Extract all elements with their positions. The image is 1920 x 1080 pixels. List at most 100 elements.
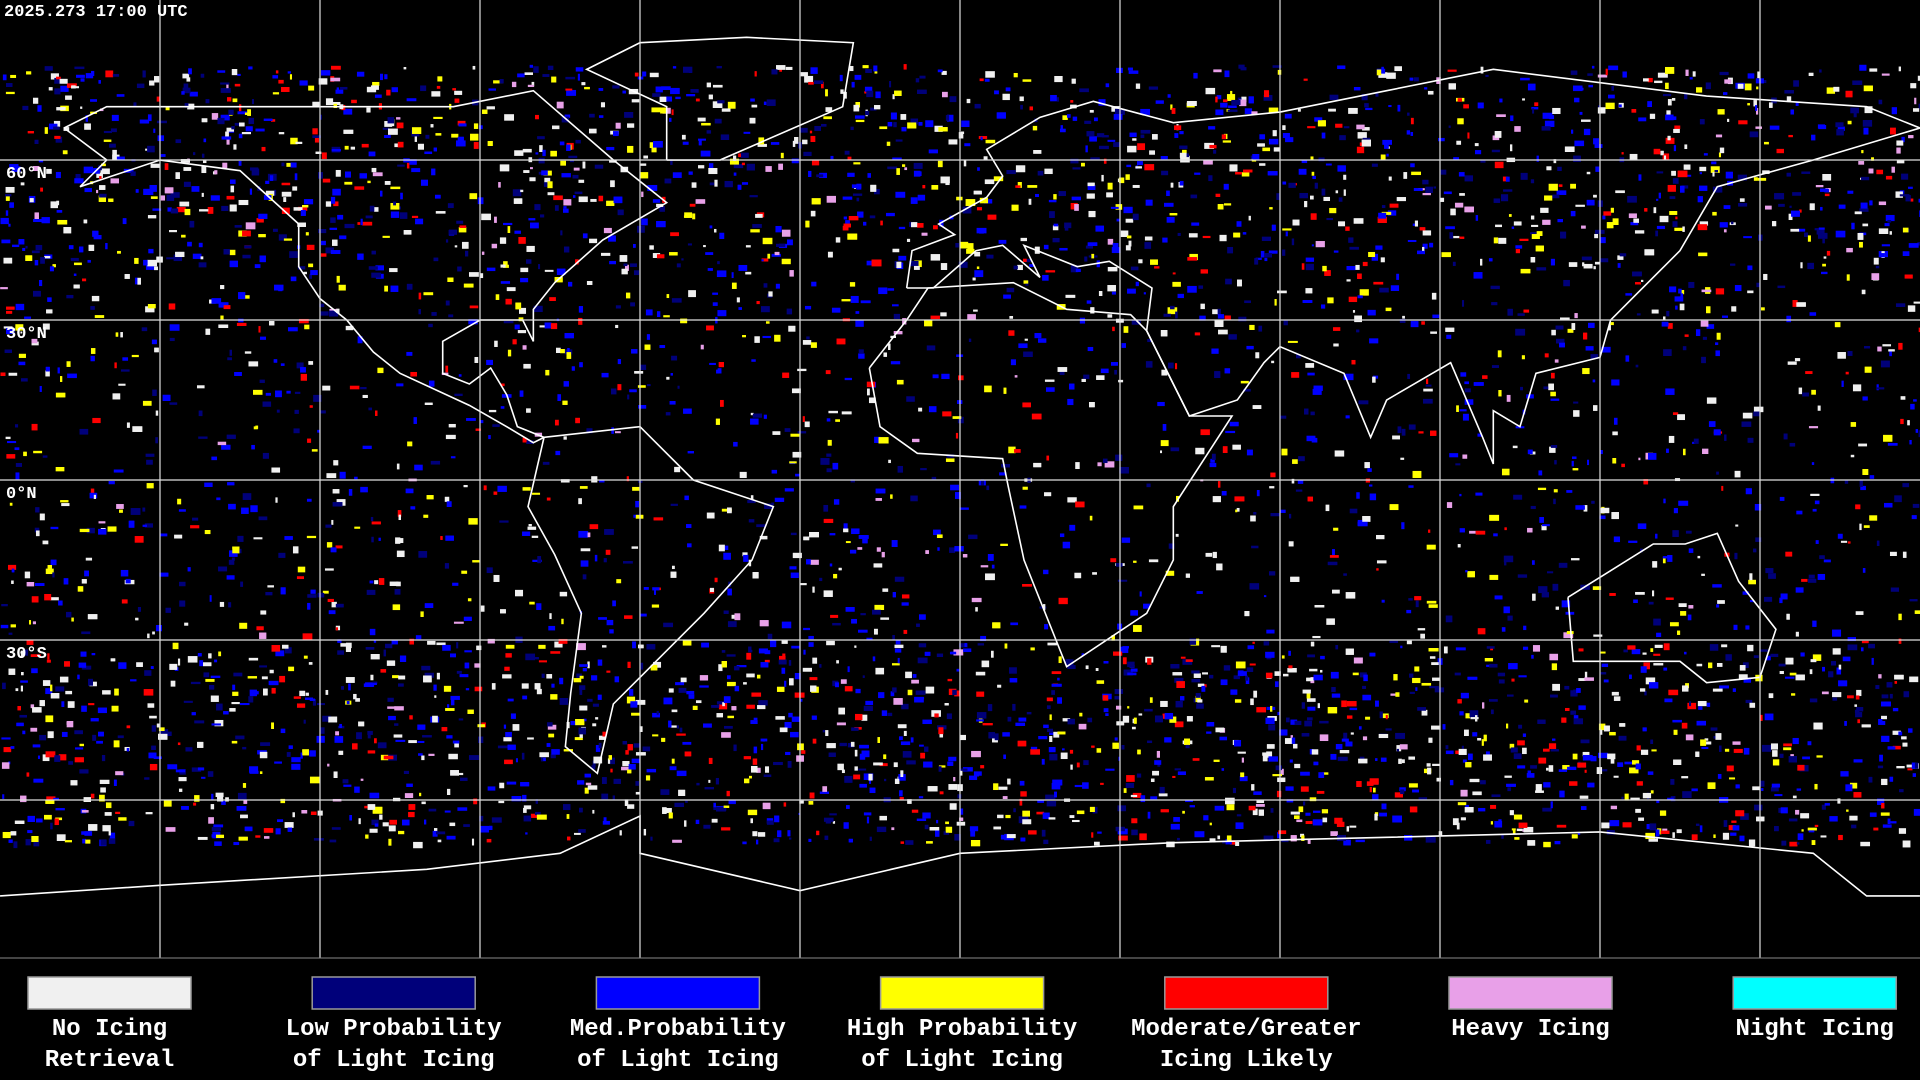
icing-cell — [1328, 108, 1336, 112]
icing-cell — [1494, 595, 1503, 600]
icing-cell — [59, 676, 69, 683]
icing-cell — [1291, 737, 1296, 744]
icing-cell — [1821, 691, 1829, 695]
icing-cell — [259, 751, 268, 759]
icing-cell — [639, 726, 643, 732]
icing-cell — [64, 661, 70, 667]
icing-cell — [1343, 839, 1351, 846]
icing-cell — [1880, 253, 1885, 258]
icing-cell — [147, 114, 152, 122]
icing-cell — [1049, 753, 1058, 761]
icing-cell — [876, 547, 881, 552]
icing-cell — [428, 753, 435, 756]
icing-cell — [1847, 695, 1854, 699]
icing-cell — [1104, 461, 1115, 468]
icing-cell — [1644, 208, 1648, 212]
icing-cell — [1076, 762, 1080, 768]
icing-cell — [1387, 210, 1397, 216]
icing-cell — [651, 145, 657, 153]
icing-cell — [527, 526, 537, 530]
icing-cell — [761, 306, 770, 313]
icing-cell — [213, 824, 224, 828]
icing-cell — [1161, 170, 1169, 176]
icing-cell — [670, 232, 680, 237]
icing-cell — [1640, 548, 1643, 553]
icing-cell — [578, 498, 582, 505]
icing-cell — [1832, 648, 1841, 655]
icing-cell — [1281, 448, 1288, 456]
icing-cell — [652, 734, 659, 737]
icing-cell — [1732, 688, 1736, 692]
icing-cell — [1042, 812, 1050, 819]
icing-cell — [1432, 763, 1441, 766]
icing-cell — [144, 777, 150, 780]
icing-cell — [515, 758, 518, 763]
icing-cell — [1278, 830, 1287, 835]
icing-cell — [758, 700, 768, 706]
icing-cell — [682, 141, 689, 145]
icing-cell — [1544, 120, 1555, 127]
icing-cell — [1698, 252, 1708, 257]
icing-cell — [1756, 86, 1759, 90]
icing-cell — [450, 695, 460, 700]
icing-cell — [1745, 699, 1753, 704]
icing-cell — [987, 553, 994, 561]
icing-cell — [688, 290, 696, 298]
icing-cell — [1067, 114, 1071, 118]
icing-cell — [1406, 609, 1412, 614]
icing-cell — [811, 160, 820, 166]
icing-cell — [1022, 810, 1031, 817]
icing-cell — [716, 806, 726, 812]
icing-cell — [536, 688, 542, 695]
icing-cell — [1297, 108, 1301, 112]
icing-cell — [1389, 640, 1399, 644]
icing-cell — [1269, 207, 1273, 210]
icing-cell — [1651, 309, 1659, 314]
icing-cell — [1401, 428, 1406, 436]
icing-cell — [1250, 515, 1256, 522]
icing-cell — [1295, 489, 1303, 492]
icing-cell — [375, 265, 385, 271]
icing-cell — [761, 258, 769, 262]
icing-cell — [1027, 185, 1038, 188]
icing-cell — [1753, 548, 1757, 553]
icing-cell — [387, 706, 396, 709]
icing-cell — [1845, 784, 1853, 792]
icing-cell — [1844, 721, 1847, 726]
icing-cell — [779, 727, 788, 733]
icing-cell — [284, 647, 292, 654]
icing-cell — [1838, 664, 1842, 670]
icing-cell — [936, 819, 939, 824]
icing-cell — [446, 735, 453, 739]
icing-cell — [987, 214, 997, 220]
icing-cell — [1421, 321, 1425, 325]
icing-cell — [1837, 126, 1845, 131]
icing-cell — [706, 82, 712, 88]
icing-cell — [826, 453, 832, 457]
icing-cell — [230, 185, 235, 193]
icing-cell — [764, 659, 770, 663]
icing-cell — [794, 137, 799, 144]
icing-cell — [1712, 584, 1722, 588]
icing-cell — [1062, 541, 1071, 549]
icing-cell — [1276, 790, 1282, 798]
icing-cell — [1578, 678, 1586, 681]
icing-cell — [1569, 781, 1578, 786]
icing-cell — [332, 502, 343, 507]
icing-cell — [1844, 480, 1849, 484]
icing-cell — [1685, 734, 1694, 741]
icing-cell — [1541, 592, 1550, 598]
icing-cell — [1182, 149, 1187, 155]
icing-cell — [855, 119, 865, 123]
icing-cell — [370, 654, 380, 660]
icing-cell — [1599, 258, 1609, 263]
icing-cell — [200, 73, 205, 78]
icing-cell — [318, 78, 328, 85]
icing-cell — [1510, 115, 1514, 122]
icing-cell — [977, 167, 980, 171]
icing-cell — [1672, 719, 1682, 723]
icing-cell — [752, 831, 758, 837]
icing-cell — [351, 99, 357, 104]
icing-cell — [1805, 371, 1813, 375]
icing-cell — [1369, 338, 1379, 344]
